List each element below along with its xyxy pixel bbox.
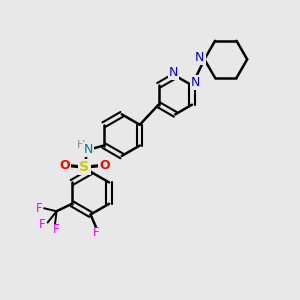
Text: F: F: [35, 202, 42, 215]
Text: N: N: [191, 76, 200, 89]
Text: O: O: [99, 159, 110, 172]
Text: F: F: [93, 226, 100, 239]
Text: F: F: [39, 218, 46, 230]
Text: S: S: [80, 160, 89, 174]
Text: N: N: [83, 143, 93, 156]
Text: N: N: [169, 66, 178, 79]
Text: F: F: [53, 223, 60, 236]
Text: O: O: [59, 159, 70, 172]
Text: H: H: [77, 140, 85, 150]
Text: N: N: [195, 51, 205, 64]
